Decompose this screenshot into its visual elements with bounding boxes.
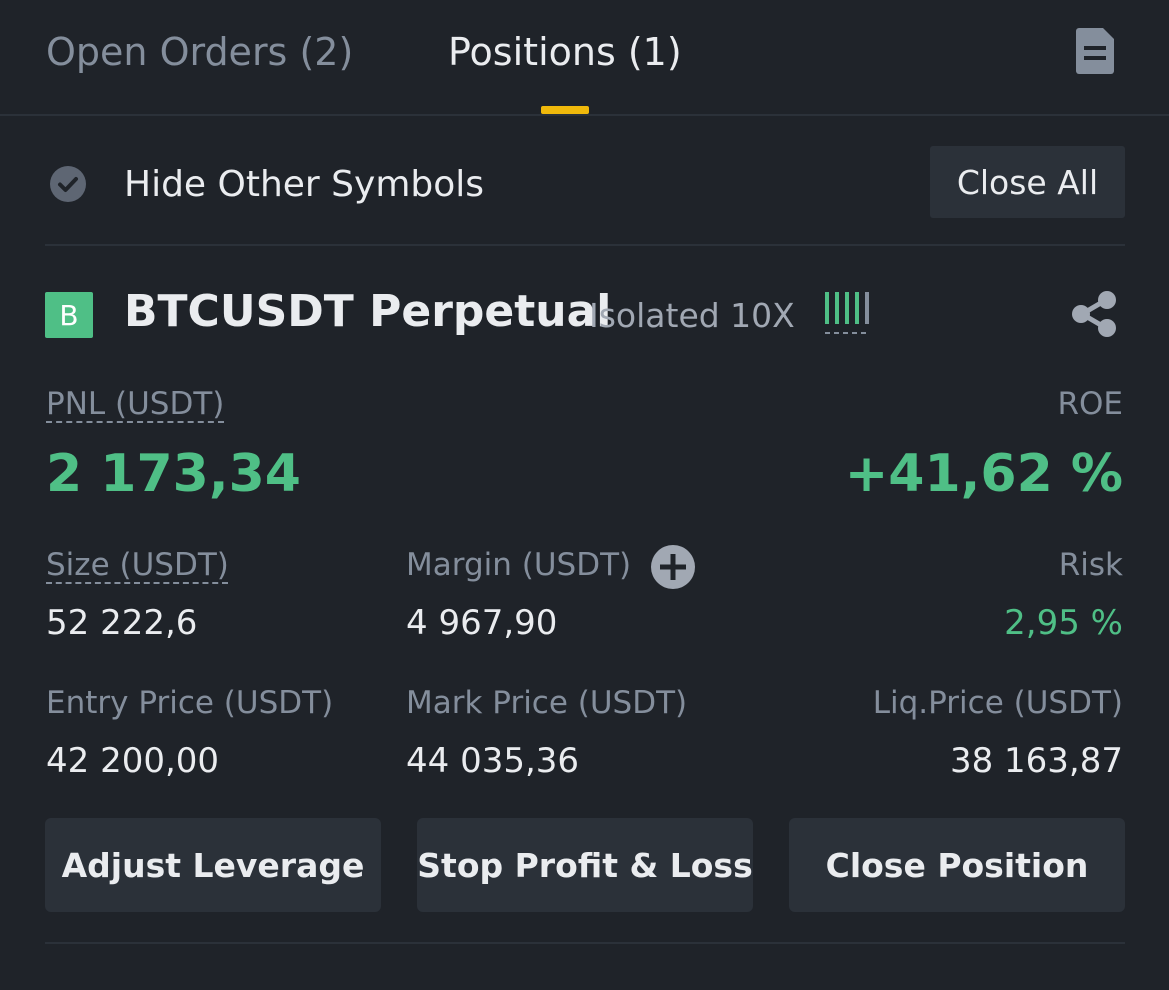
liq-price-value: 38 163,87 [949,741,1123,781]
size-value: 52 222,6 [46,603,198,643]
plus-circle-icon[interactable] [650,544,696,590]
liq-price-label: Liq.Price (USDT) [872,685,1123,721]
roe-label: ROE [1057,386,1123,422]
symbol-title[interactable]: BTCUSDT Perpetual [124,286,612,337]
entry-price-label: Entry Price (USDT) [46,685,334,721]
risk-level-bars-icon[interactable] [825,290,869,336]
margin-mode-label[interactable]: Isolated 10X [589,296,795,335]
active-tab-indicator [541,106,589,114]
mark-price-label: Mark Price (USDT) [406,685,688,721]
entry-price-value: 42 200,00 [46,741,220,781]
adjust-leverage-button[interactable]: Adjust Leverage [45,818,381,912]
divider [45,244,1125,246]
stop-profit-loss-button[interactable]: Stop Profit & Loss [417,818,753,912]
mark-price-value: 44 035,36 [406,741,580,781]
tab-open-orders[interactable]: Open Orders (2) [46,30,354,74]
tab-bar: Open Orders (2) Positions (1) [0,0,1169,116]
pnl-value: 2 173,34 [46,444,301,504]
margin-value: 4 967,90 [406,603,558,643]
close-position-button[interactable]: Close Position [789,818,1125,912]
risk-value: 2,95 % [1004,603,1123,643]
check-circle-icon [50,166,86,202]
hide-other-symbols-toggle[interactable]: Hide Other Symbols [50,163,485,205]
side-badge: B [45,292,93,338]
document-icon[interactable] [1076,28,1114,74]
size-label[interactable]: Size (USDT) [46,547,229,583]
roe-value: +41,62 % [844,444,1123,504]
tab-positions[interactable]: Positions (1) [448,30,682,74]
share-icon[interactable] [1070,290,1118,338]
margin-label: Margin (USDT) [406,547,632,583]
risk-label: Risk [1058,547,1123,583]
pnl-label[interactable]: PNL (USDT) [46,386,225,422]
close-all-button[interactable]: Close All [930,146,1125,218]
hide-other-symbols-label: Hide Other Symbols [124,163,485,205]
divider [45,942,1125,944]
